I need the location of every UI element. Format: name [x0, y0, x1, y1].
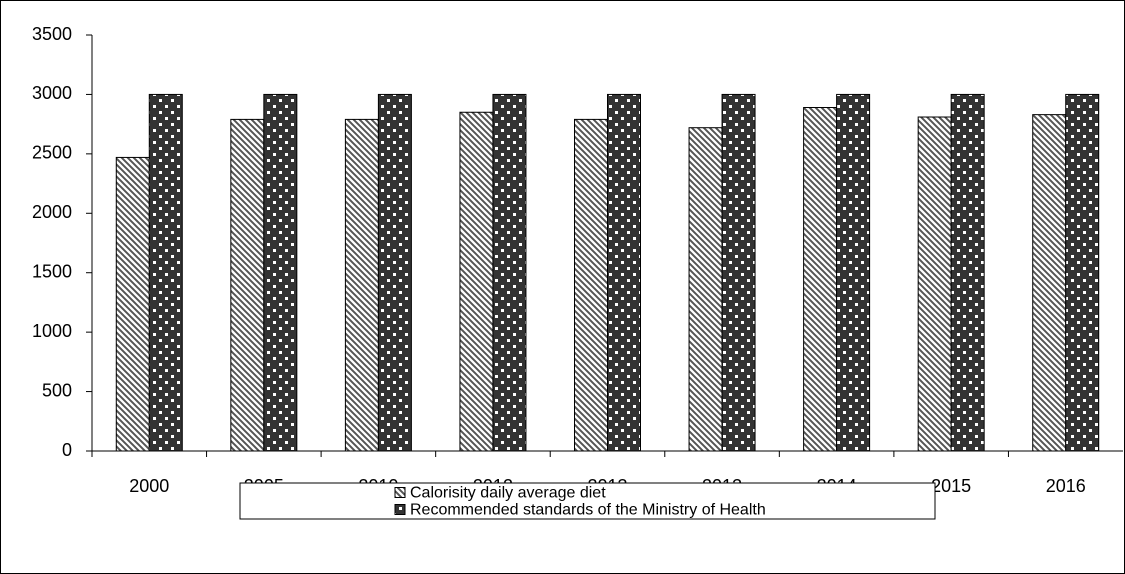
x-tick-label: 2015 [931, 476, 971, 496]
legend-box [239, 482, 936, 520]
x-tick-label: 2000 [129, 476, 169, 496]
bar [263, 93, 298, 452]
legend-label: Calorisity daily average diet [410, 485, 606, 502]
bar [917, 116, 952, 452]
y-tick-label: 3500 [32, 24, 72, 44]
x-tick-label: 2016 [1046, 476, 1086, 496]
bar [836, 93, 871, 452]
bar [492, 93, 527, 452]
bar [344, 118, 379, 452]
y-tick-label: 3000 [32, 83, 72, 103]
legend-label: Recommended standards of the Ministry of… [410, 502, 766, 519]
y-tick-label: 0 [62, 440, 72, 460]
y-tick-label: 1000 [32, 321, 72, 341]
bar [1032, 114, 1067, 452]
y-tick-label: 2000 [32, 202, 72, 222]
bar [377, 93, 412, 452]
bar [607, 93, 641, 452]
bar [1065, 93, 1100, 452]
bar [148, 93, 183, 452]
bar [574, 118, 608, 452]
y-tick-label: 1500 [32, 261, 72, 281]
y-tick-label: 2500 [32, 143, 72, 163]
bar [688, 127, 723, 452]
bar [950, 93, 985, 452]
legend-swatch [394, 487, 406, 498]
y-tick-label: 500 [42, 380, 72, 400]
bar [459, 111, 494, 452]
bar [803, 107, 838, 452]
bar [721, 93, 756, 452]
legend-swatch [394, 504, 406, 515]
bar [230, 118, 265, 452]
bar [115, 156, 150, 452]
